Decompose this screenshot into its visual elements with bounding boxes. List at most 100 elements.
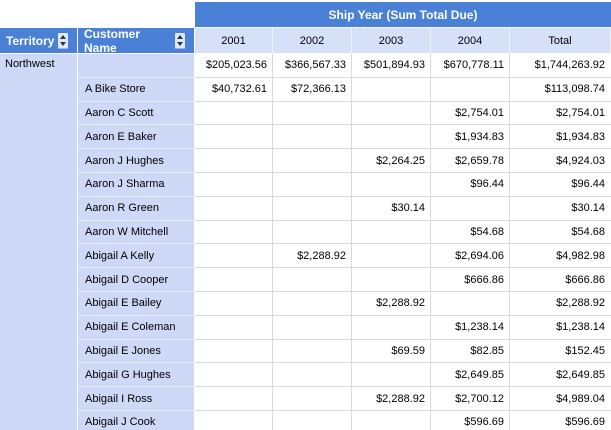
- column-header-2001: 2001: [195, 28, 273, 54]
- value-cell: $69.59: [352, 339, 431, 364]
- value-cell: $2,264.25: [352, 149, 431, 173]
- value-cell: [273, 268, 352, 292]
- customer-name-cell: Abigail G Hughes: [78, 363, 195, 388]
- value-cell: [195, 196, 273, 221]
- customer-name-cell: Aaron W Mitchell: [78, 220, 195, 245]
- value-cell: [352, 315, 431, 340]
- value-cell: [273, 291, 352, 316]
- row-total-cell: $596.69: [510, 410, 611, 430]
- row-total-cell: $2,288.92: [510, 291, 611, 316]
- row-total-cell: $30.14: [510, 196, 611, 221]
- value-cell: $501,894.93: [352, 54, 431, 78]
- value-cell: [352, 77, 431, 102]
- value-cell: [195, 363, 273, 388]
- value-cell: [195, 315, 273, 340]
- row-total-cell: $96.44: [510, 172, 611, 197]
- customer-name-sort-icon[interactable]: [175, 32, 185, 49]
- row-total-cell: $1,238.14: [510, 315, 611, 340]
- value-cell: [273, 410, 352, 430]
- value-cell: $2,754.01: [431, 101, 510, 126]
- value-cell: $54.68: [431, 220, 510, 245]
- value-cell: [195, 149, 273, 173]
- value-cell: $1,238.14: [431, 315, 510, 340]
- row-total-cell: $4,924.03: [510, 149, 611, 173]
- value-cell: [273, 172, 352, 197]
- value-cell: $96.44: [431, 172, 510, 197]
- customer-name-cell: Abigail E Jones: [78, 339, 195, 364]
- value-cell: [273, 125, 352, 150]
- sort-down-arrow-icon: [177, 42, 183, 46]
- customer-name-cell: A Bike Store: [78, 77, 195, 102]
- customer-name-cell: Aaron J Hughes: [78, 149, 195, 173]
- value-cell: $2,288.92: [273, 244, 352, 269]
- value-cell: $30.14: [352, 196, 431, 221]
- column-header-total: Total: [510, 28, 611, 54]
- value-cell: $2,288.92: [352, 387, 431, 411]
- value-cell: [195, 172, 273, 197]
- column-header-2003: 2003: [352, 28, 431, 54]
- value-cell: [195, 339, 273, 364]
- row-total-cell: $4,989.04: [510, 387, 611, 411]
- territory-group-cell: Northwest: [0, 54, 78, 430]
- customer-name-header-label: Customer Name: [84, 26, 141, 55]
- value-cell: [352, 220, 431, 245]
- value-cell: $1,934.83: [431, 125, 510, 150]
- value-cell: $366,567.33: [273, 54, 352, 78]
- customer-name-cell: Abigail E Bailey: [78, 291, 195, 316]
- value-cell: [273, 220, 352, 245]
- row-total-cell: $2,649.85: [510, 363, 611, 388]
- value-cell: [195, 244, 273, 269]
- customer-name-cell: Abigail D Cooper: [78, 268, 195, 292]
- value-cell: $2,694.06: [431, 244, 510, 269]
- value-cell: [352, 268, 431, 292]
- territory-column-header[interactable]: Territory: [0, 28, 78, 54]
- value-cell: [352, 244, 431, 269]
- customer-name-cell: Abigail A Kelly: [78, 244, 195, 269]
- value-cell: $72,366.13: [273, 77, 352, 102]
- value-cell: $596.69: [431, 410, 510, 430]
- value-cell: [195, 101, 273, 126]
- row-total-cell: $54.68: [510, 220, 611, 245]
- value-cell: [273, 315, 352, 340]
- value-cell: $2,288.92: [352, 291, 431, 316]
- row-total-cell: $666.86: [510, 268, 611, 292]
- value-cell: [195, 268, 273, 292]
- customer-name-column-header[interactable]: Customer Name: [78, 26, 195, 55]
- row-total-cell: $152.45: [510, 339, 611, 364]
- value-cell: [195, 387, 273, 411]
- territory-header-label: Territory: [6, 33, 55, 48]
- row-total-cell: $113,098.74: [510, 77, 611, 102]
- value-cell: [352, 172, 431, 197]
- value-cell: $670,778.11: [431, 54, 510, 78]
- customer-name-cell: [78, 54, 195, 78]
- row-total-cell: $1,934.83: [510, 125, 611, 150]
- territory-sort-icon[interactable]: [58, 32, 68, 49]
- value-cell: $40,732.61: [195, 77, 273, 102]
- corner-spacer: [0, 0, 195, 28]
- value-cell: [273, 196, 352, 221]
- value-cell: [273, 101, 352, 126]
- value-cell: [195, 220, 273, 245]
- value-cell: [195, 291, 273, 316]
- customer-name-cell: Aaron J Sharma: [78, 172, 195, 197]
- value-cell: $666.86: [431, 268, 510, 292]
- value-cell: [431, 291, 510, 316]
- value-cell: [273, 149, 352, 173]
- value-cell: [273, 363, 352, 388]
- sort-down-arrow-icon: [60, 42, 66, 46]
- value-cell: [352, 363, 431, 388]
- sort-up-arrow-icon: [60, 35, 66, 39]
- value-cell: [352, 410, 431, 430]
- value-cell: [352, 125, 431, 150]
- row-total-cell: $2,754.01: [510, 101, 611, 126]
- value-cell: $2,659.78: [431, 149, 510, 173]
- value-cell: $82.85: [431, 339, 510, 364]
- column-header-2002: 2002: [273, 28, 352, 54]
- value-cell: [431, 77, 510, 102]
- value-cell: [431, 196, 510, 221]
- value-cell: [195, 410, 273, 430]
- customer-name-cell: Abigail E Coleman: [78, 315, 195, 340]
- value-cell: $205,023.56: [195, 54, 273, 78]
